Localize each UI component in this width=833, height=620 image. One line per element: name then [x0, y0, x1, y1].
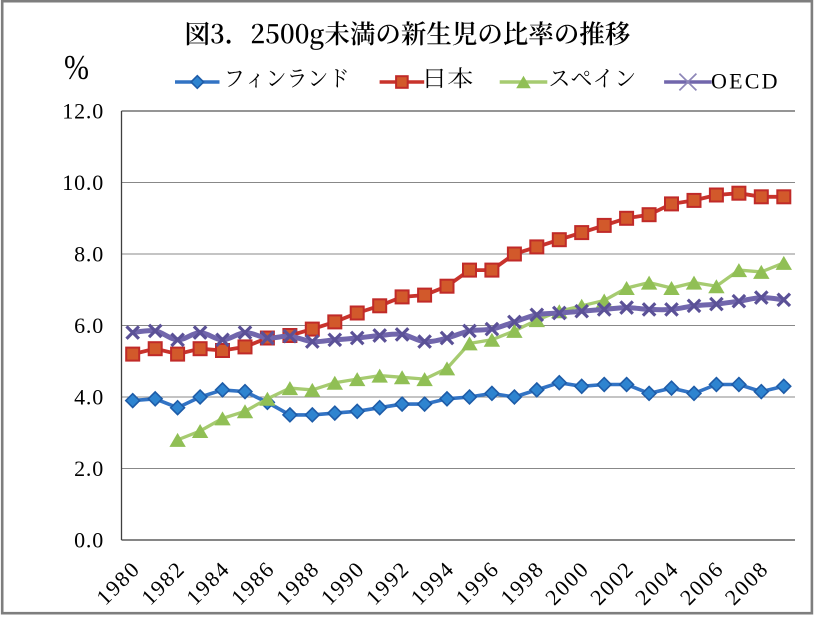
svg-text:2.0: 2.0 — [74, 456, 104, 481]
svg-text:%: % — [64, 49, 89, 88]
svg-text:12.0: 12.0 — [62, 98, 104, 123]
svg-text:10.0: 10.0 — [62, 170, 104, 195]
svg-text:OECD: OECD — [711, 69, 780, 94]
svg-text:4.0: 4.0 — [74, 384, 104, 409]
svg-text:6.0: 6.0 — [74, 313, 104, 338]
svg-text:0.0: 0.0 — [74, 527, 104, 552]
svg-text:8.0: 8.0 — [74, 241, 104, 266]
